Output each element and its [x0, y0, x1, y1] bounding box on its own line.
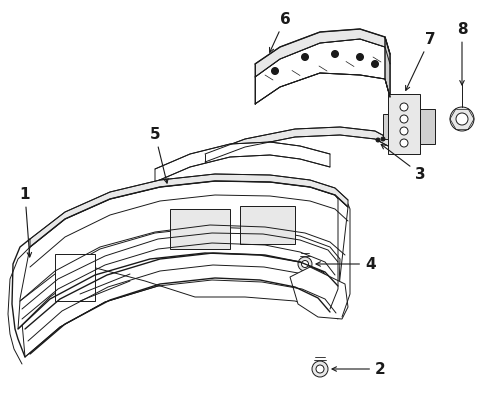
Polygon shape: [20, 182, 348, 357]
Circle shape: [316, 365, 324, 373]
Circle shape: [450, 108, 474, 132]
Polygon shape: [240, 206, 295, 244]
Polygon shape: [55, 254, 95, 301]
Circle shape: [298, 257, 312, 271]
Text: 2: 2: [332, 362, 386, 377]
Text: 8: 8: [457, 22, 467, 86]
Circle shape: [312, 361, 328, 377]
Circle shape: [400, 140, 408, 147]
Circle shape: [302, 55, 308, 62]
Text: 7: 7: [405, 33, 435, 91]
Polygon shape: [155, 142, 330, 183]
Circle shape: [302, 261, 308, 268]
Polygon shape: [420, 110, 435, 145]
Circle shape: [357, 55, 364, 62]
Circle shape: [272, 68, 278, 75]
Polygon shape: [205, 128, 390, 163]
Circle shape: [376, 139, 380, 142]
Circle shape: [332, 51, 338, 58]
Circle shape: [400, 104, 408, 112]
Text: 5: 5: [150, 127, 168, 184]
Polygon shape: [30, 175, 348, 247]
Text: 4: 4: [316, 257, 375, 272]
Circle shape: [456, 114, 468, 126]
Circle shape: [381, 138, 385, 142]
Circle shape: [400, 116, 408, 124]
Text: 3: 3: [381, 145, 426, 182]
Polygon shape: [385, 38, 390, 98]
Polygon shape: [388, 95, 420, 154]
Polygon shape: [290, 267, 348, 319]
Polygon shape: [18, 228, 340, 329]
Circle shape: [400, 128, 408, 136]
Polygon shape: [170, 209, 230, 249]
Polygon shape: [383, 115, 388, 140]
Text: 6: 6: [270, 12, 290, 53]
Polygon shape: [255, 40, 390, 105]
Text: 1: 1: [20, 187, 31, 257]
Circle shape: [371, 62, 378, 68]
Polygon shape: [255, 30, 390, 78]
